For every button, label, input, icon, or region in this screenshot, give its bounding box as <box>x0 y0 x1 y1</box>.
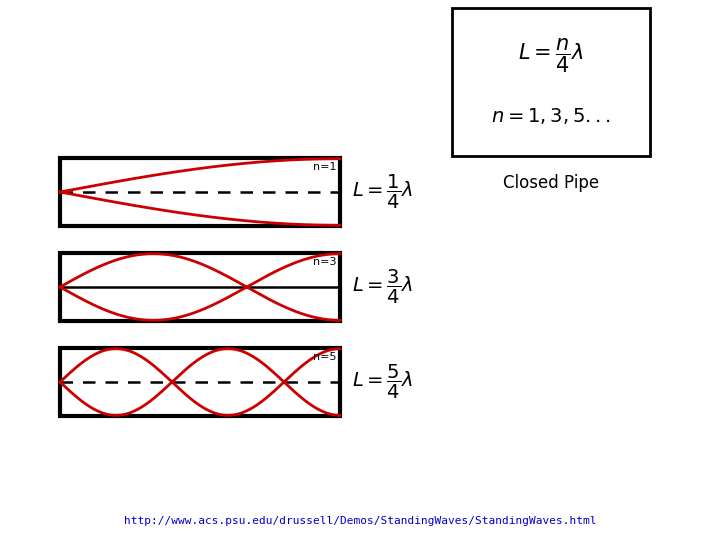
Text: $L = \dfrac{1}{4}\lambda$: $L = \dfrac{1}{4}\lambda$ <box>352 173 413 211</box>
Bar <box>60 253 340 321</box>
Bar <box>60 158 340 226</box>
Text: n=5: n=5 <box>312 352 336 362</box>
Text: $L = \dfrac{n}{4}\lambda$: $L = \dfrac{n}{4}\lambda$ <box>518 37 584 75</box>
Text: $L = \dfrac{3}{4}\lambda$: $L = \dfrac{3}{4}\lambda$ <box>352 268 413 306</box>
Bar <box>60 348 340 416</box>
Text: n=1: n=1 <box>312 162 336 172</box>
Text: $n = 1, 3, 5...$: $n = 1, 3, 5...$ <box>491 106 611 126</box>
Text: http://www.acs.psu.edu/drussell/Demos/StandingWaves/StandingWaves.html: http://www.acs.psu.edu/drussell/Demos/St… <box>124 516 596 526</box>
Bar <box>452 8 650 156</box>
Text: $L = \dfrac{5}{4}\lambda$: $L = \dfrac{5}{4}\lambda$ <box>352 363 413 401</box>
Text: Closed Pipe: Closed Pipe <box>503 174 599 192</box>
Text: n=3: n=3 <box>312 257 336 267</box>
